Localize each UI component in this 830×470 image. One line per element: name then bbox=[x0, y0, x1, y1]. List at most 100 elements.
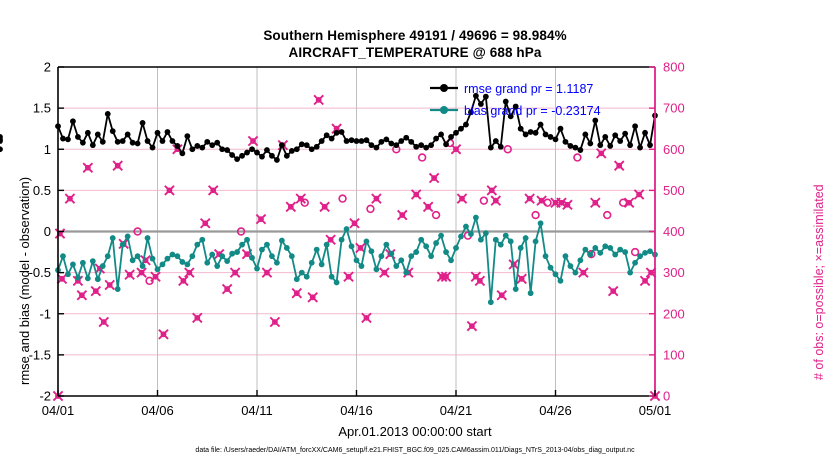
ytick-label-right: 700 bbox=[663, 101, 685, 116]
obs-assimilated-marker bbox=[361, 312, 372, 324]
data-point bbox=[254, 149, 260, 156]
data-point bbox=[358, 138, 365, 144]
data-point bbox=[492, 138, 499, 144]
data-point bbox=[463, 223, 469, 230]
data-point bbox=[174, 253, 181, 260]
obs-assimilated-marker bbox=[178, 275, 189, 287]
data-point bbox=[547, 264, 554, 271]
data-point bbox=[637, 253, 643, 260]
obs-possible-marker bbox=[236, 227, 246, 236]
legend-label: bias grand pr = -0.23174 bbox=[464, 104, 601, 118]
data-point bbox=[338, 236, 345, 243]
data-point bbox=[274, 157, 280, 163]
data-point bbox=[274, 259, 280, 266]
data-point bbox=[632, 123, 638, 130]
obs-possible-marker bbox=[338, 194, 347, 203]
data-point bbox=[119, 241, 126, 248]
data-point bbox=[398, 257, 405, 264]
data-point bbox=[642, 249, 648, 256]
xtick-label: 04/01 bbox=[42, 403, 75, 418]
data-point bbox=[109, 235, 116, 241]
data-point bbox=[234, 156, 241, 163]
data-point bbox=[438, 232, 444, 239]
data-point bbox=[497, 241, 504, 248]
data-point bbox=[224, 258, 231, 265]
data-point bbox=[313, 246, 320, 253]
obs-assimilated-marker bbox=[590, 197, 601, 208]
obs-assimilated-marker bbox=[343, 271, 354, 283]
data-point bbox=[532, 238, 539, 245]
data-point bbox=[278, 142, 285, 149]
data-point bbox=[194, 143, 201, 149]
axis-tick-labels: -2 -1.5 -1 -0.5 0 0.5 1 1.5 2 0 100 200 300 400 500 600… bbox=[29, 60, 685, 419]
ytick-label-right: 500 bbox=[663, 183, 685, 198]
data-point bbox=[129, 139, 136, 146]
xtick-label: 04/06 bbox=[141, 403, 174, 418]
obs-assimilated-marker bbox=[199, 218, 211, 229]
data-point bbox=[84, 275, 91, 282]
xtick-label: 04/11 bbox=[241, 403, 273, 418]
obs-possible-marker bbox=[417, 153, 427, 162]
data-point bbox=[293, 276, 300, 283]
data-point bbox=[468, 109, 474, 116]
data-point bbox=[144, 235, 151, 241]
ytick-label-left: -0.5 bbox=[29, 265, 51, 280]
data-point bbox=[443, 141, 449, 148]
data-point bbox=[622, 130, 629, 137]
ytick-label-left: 2 bbox=[44, 60, 51, 75]
data-point bbox=[567, 143, 574, 149]
data-point bbox=[134, 140, 141, 147]
data-point bbox=[497, 143, 504, 150]
data-point bbox=[542, 253, 549, 260]
data-point bbox=[169, 251, 176, 258]
data-point bbox=[353, 138, 360, 144]
data-point bbox=[308, 146, 315, 153]
data-point bbox=[607, 245, 614, 251]
data-point bbox=[577, 147, 584, 153]
data-point bbox=[532, 129, 539, 136]
data-point bbox=[492, 236, 499, 243]
data-point bbox=[552, 271, 559, 278]
obs-assimilated-marker bbox=[396, 209, 408, 221]
data-point bbox=[89, 142, 96, 149]
data-point bbox=[214, 139, 221, 146]
data-point bbox=[204, 138, 211, 145]
obs-assimilated-marker bbox=[371, 193, 382, 204]
data-point bbox=[408, 138, 415, 145]
series-bias bbox=[55, 214, 658, 306]
obs-possible-marker bbox=[145, 276, 154, 286]
ytick-label-left: -1 bbox=[39, 306, 51, 321]
data-point bbox=[517, 125, 524, 132]
data-point bbox=[65, 271, 71, 278]
data-point bbox=[318, 138, 325, 144]
data-point bbox=[149, 255, 156, 262]
data-point bbox=[278, 237, 285, 244]
x-axis-label: Apr.01.2013 00:00:00 start bbox=[338, 424, 492, 439]
obs-possible-marker bbox=[479, 196, 489, 205]
data-point bbox=[303, 142, 310, 149]
obs-assimilated-marker bbox=[255, 213, 267, 225]
data-point bbox=[154, 129, 161, 136]
data-point bbox=[572, 269, 579, 276]
data-point bbox=[144, 138, 151, 144]
obs-assimilated-marker bbox=[207, 185, 219, 196]
ytick-label-right: 200 bbox=[663, 306, 685, 321]
data-point bbox=[194, 241, 201, 248]
ytick-label-right: 800 bbox=[663, 60, 685, 75]
data-point bbox=[477, 236, 484, 243]
ytick-label-left: 0 bbox=[44, 224, 51, 239]
data-point bbox=[468, 231, 474, 237]
chart-title-line1: Southern Hemisphere 49191 / 49696 = 98.9… bbox=[263, 28, 567, 43]
data-point bbox=[229, 152, 236, 158]
data-point bbox=[99, 138, 106, 145]
data-point bbox=[368, 248, 375, 255]
obs-assimilated-marker bbox=[82, 162, 94, 174]
legend-item: bias grand pr = -0.23174 bbox=[430, 104, 601, 118]
data-point bbox=[204, 259, 211, 266]
data-point bbox=[264, 241, 270, 248]
data-point bbox=[149, 144, 156, 151]
ytick-label-left: 0.5 bbox=[33, 183, 51, 198]
data-point bbox=[104, 110, 111, 117]
data-point bbox=[239, 152, 245, 159]
